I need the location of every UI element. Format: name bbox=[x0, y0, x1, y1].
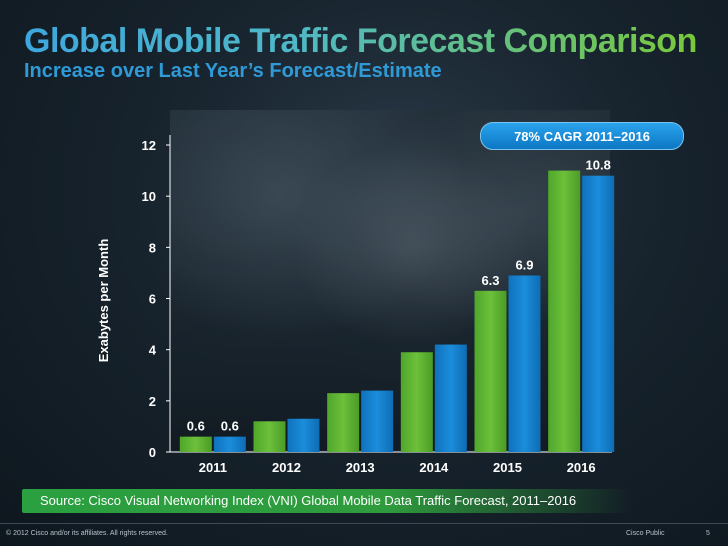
y-tick-label: 10 bbox=[142, 189, 156, 204]
slide-title: Global Mobile Traffic Forecast Compariso… bbox=[24, 22, 697, 60]
bar-2016-s1 bbox=[582, 175, 615, 452]
x-tick-label: 2012 bbox=[272, 460, 301, 475]
bar-2013-s1 bbox=[361, 390, 394, 452]
bar-2015-s0 bbox=[474, 290, 507, 452]
y-tick-label: 2 bbox=[149, 394, 156, 409]
x-tick-label: 2013 bbox=[346, 460, 375, 475]
y-tick-label: 4 bbox=[149, 343, 157, 358]
bar-2015-s1 bbox=[508, 275, 541, 452]
data-label: 10.8 bbox=[586, 158, 611, 173]
data-label: 6.9 bbox=[515, 257, 533, 272]
y-tick-label: 0 bbox=[149, 445, 156, 460]
y-tick-label: 8 bbox=[149, 240, 156, 255]
bar-2011-s1 bbox=[213, 436, 246, 452]
bar-2011-s0 bbox=[179, 436, 212, 452]
cagr-callout: 78% CAGR 2011–2016 bbox=[480, 122, 684, 150]
bar-2012-s1 bbox=[287, 418, 320, 452]
x-tick-label: 2015 bbox=[493, 460, 522, 475]
source-text: Source: Cisco Visual Networking Index (V… bbox=[40, 493, 577, 508]
data-label: 0.6 bbox=[221, 419, 239, 434]
x-tick-label: 2014 bbox=[419, 460, 449, 475]
bar-2014-s0 bbox=[400, 352, 433, 452]
data-label: 0.6 bbox=[187, 419, 205, 434]
footer-divider bbox=[0, 523, 728, 524]
cagr-callout-text: 78% CAGR 2011–2016 bbox=[514, 128, 650, 144]
x-tick-label: 2011 bbox=[199, 460, 227, 475]
bar-2013-s0 bbox=[327, 393, 360, 452]
data-label: 6.3 bbox=[481, 273, 499, 288]
y-axis-title: Exabytes per Month bbox=[96, 239, 111, 363]
bar-2016-s0 bbox=[548, 170, 581, 453]
y-tick-label: 12 bbox=[142, 138, 156, 153]
x-tick-label: 2016 bbox=[567, 460, 596, 475]
page-number: 5 bbox=[706, 530, 710, 537]
classification-text: Cisco Public bbox=[626, 530, 665, 537]
bar-2014-s1 bbox=[434, 344, 467, 452]
y-tick-label: 6 bbox=[149, 292, 156, 307]
copyright-text: © 2012 Cisco and/or its affiliates. All … bbox=[6, 530, 168, 537]
slide-subtitle: Increase over Last Year’s Forecast/Estim… bbox=[24, 60, 442, 82]
source-banner bbox=[22, 489, 632, 513]
bar-2012-s0 bbox=[253, 421, 286, 452]
